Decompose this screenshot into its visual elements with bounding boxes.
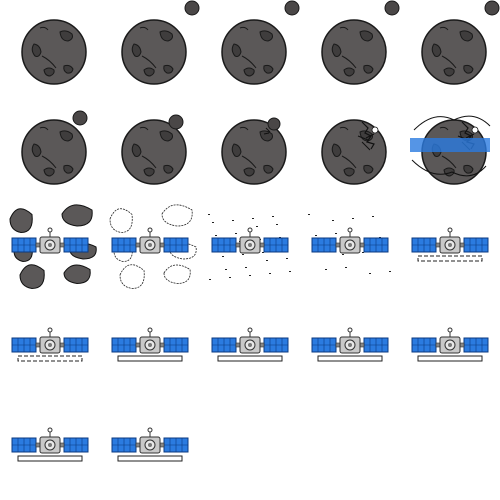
asteroid-icon	[221, 0, 300, 85]
asteroid-icon	[421, 0, 500, 85]
sprite-frame	[100, 300, 200, 400]
satellite-icon	[410, 115, 491, 185]
satellite-icon	[111, 327, 189, 362]
satellite-icon	[9, 204, 97, 290]
satellite-icon	[11, 327, 89, 362]
satellite-icon	[111, 427, 189, 462]
sprite-frame	[0, 100, 100, 200]
sprite-frame	[400, 0, 500, 100]
asteroid-icon	[321, 119, 387, 185]
sprite-frame	[0, 300, 100, 400]
sprite-frame	[400, 100, 500, 200]
sprite-frame	[100, 0, 200, 100]
satellite-icon	[308, 214, 391, 274]
asteroid-icon	[121, 0, 200, 85]
sprite-frame	[300, 0, 400, 100]
sprite-frame	[0, 400, 100, 500]
asteroid-icon	[121, 114, 187, 185]
sprite-frame	[200, 200, 300, 300]
satellite-icon	[208, 214, 291, 280]
sprite-frame	[300, 100, 400, 200]
sprite-frame	[100, 200, 200, 300]
satellite-icon	[109, 204, 197, 289]
satellite-icon	[311, 327, 389, 362]
sprite-frame	[0, 0, 100, 100]
asteroid-icon	[21, 110, 88, 185]
satellite-icon	[411, 227, 489, 262]
sprite-frame	[400, 200, 500, 300]
sprite-frame	[0, 200, 100, 300]
asteroid-icon	[321, 0, 400, 85]
asteroid-icon	[21, 19, 87, 85]
sprite-frame	[300, 200, 400, 300]
sprite-frame	[100, 400, 200, 500]
sprite-frame	[300, 300, 400, 400]
sprite-frame	[200, 0, 300, 100]
satellite-icon	[211, 327, 289, 362]
sprite-frame	[200, 100, 300, 200]
satellite-icon	[411, 327, 489, 362]
sprite-frame	[400, 300, 500, 400]
sprite-frame	[100, 100, 200, 200]
sprite-frame	[200, 300, 300, 400]
satellite-icon	[11, 427, 89, 462]
asteroid-icon	[221, 117, 287, 185]
